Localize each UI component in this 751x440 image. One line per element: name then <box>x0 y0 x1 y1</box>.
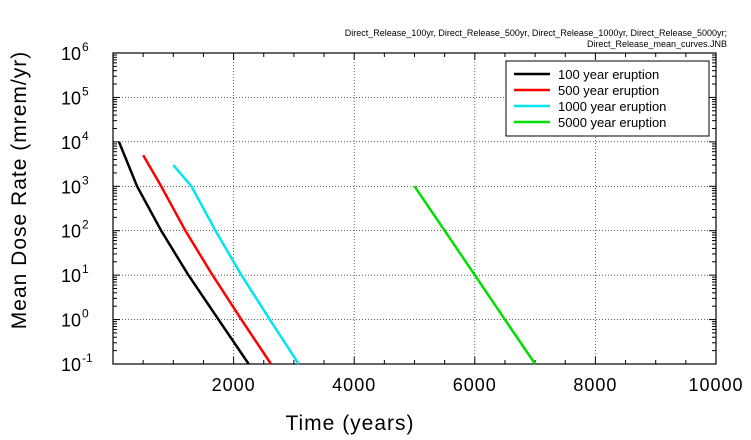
x-tick-label: 8000 <box>573 375 617 395</box>
y-tick-exponent: 3 <box>82 173 89 187</box>
y-tick-exponent: 5 <box>82 84 89 98</box>
y-tick-exponent: 1 <box>82 262 89 276</box>
y-tick-label: 10 <box>61 44 81 64</box>
y-axis-label: Mean Dose Rate (mrem/yr) <box>8 51 31 329</box>
series-line <box>142 154 273 365</box>
series-line <box>172 164 300 365</box>
series-lines <box>117 141 537 365</box>
x-tick-label: 2000 <box>212 375 256 395</box>
x-tick-label: 6000 <box>453 375 497 395</box>
legend-label: 1000 year eruption <box>558 99 666 114</box>
axis-ticks <box>112 53 717 365</box>
y-tick-exponent: 2 <box>82 218 89 232</box>
y-tick-exponent: -1 <box>82 351 93 365</box>
legend-label: 500 year eruption <box>558 83 659 98</box>
x-tick-labels: 2000 4000 6000 8000 10000 <box>212 375 743 395</box>
chart-caption-line2: Direct_Release_mean_curves.JNB <box>586 39 727 49</box>
y-tick-exponent: 0 <box>82 307 89 321</box>
series-line <box>117 141 250 365</box>
x-tick-label: 10000 <box>688 375 743 395</box>
y-tick-label: 10 <box>61 177 81 197</box>
legend-label: 100 year eruption <box>558 67 659 82</box>
y-tick-label: 10 <box>61 311 81 331</box>
plot-frame <box>112 52 717 365</box>
chart-caption-line1: Direct_Release_100yr, Direct_Release_500… <box>344 28 727 38</box>
y-tick-label: 10 <box>61 355 81 375</box>
y-tick-exponent: 6 <box>82 40 89 54</box>
y-tick-label: 10 <box>61 222 81 242</box>
y-tick-label: 10 <box>61 133 81 153</box>
x-axis-label: Time (years) <box>285 412 414 435</box>
y-tick-label: 10 <box>61 88 81 108</box>
legend-label: 5000 year eruption <box>558 115 666 130</box>
y-tick-exponent: 4 <box>82 129 89 143</box>
y-tick-label: 10 <box>61 266 81 286</box>
x-tick-label: 4000 <box>332 375 376 395</box>
series-line <box>413 185 537 365</box>
